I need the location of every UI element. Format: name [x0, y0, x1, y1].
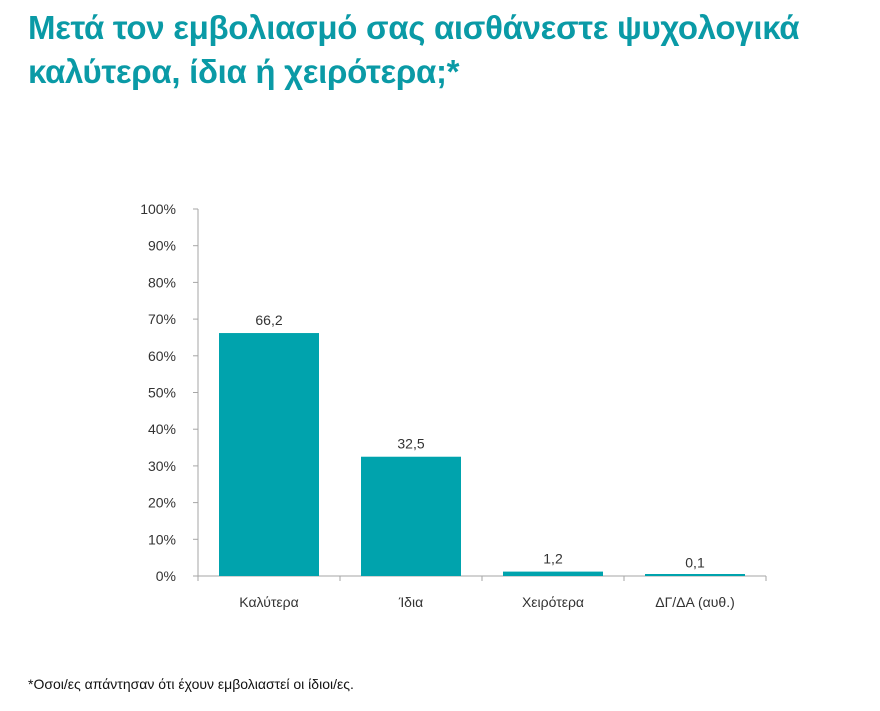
bar-0: [219, 333, 319, 576]
y-tick-label: 30%: [148, 458, 176, 474]
y-tick-label: 50%: [148, 385, 176, 401]
y-tick-label: 70%: [148, 311, 176, 327]
bar-3: [645, 574, 745, 576]
data-label: 32,5: [397, 436, 424, 452]
x-tick-label: Ίδια: [398, 594, 423, 610]
data-label: 1,2: [543, 551, 563, 567]
chart-title: Μετά τον εμβολιασμό σας αισθάνεστε ψυχολ…: [28, 9, 800, 90]
bar-2: [503, 571, 603, 576]
y-tick-label: 40%: [148, 421, 176, 437]
y-tick-label: 100%: [140, 201, 176, 217]
data-label: 66,2: [255, 312, 282, 328]
y-tick-label: 20%: [148, 495, 176, 511]
y-tick-label: 80%: [148, 274, 176, 290]
x-tick-label: Καλύτερα: [239, 594, 298, 610]
y-tick-label: 90%: [148, 238, 176, 254]
footnote: *Οσοι/ες απάντησαν ότι έχουν εμβολιαστεί…: [28, 676, 354, 692]
y-tick-label: 60%: [148, 348, 176, 364]
x-tick-label: Χειρότερα: [522, 594, 584, 610]
x-tick-label: ΔΓ/ΔΑ (αυθ.): [655, 594, 735, 610]
y-tick-label: 10%: [148, 531, 176, 547]
data-label: 0,1: [685, 555, 705, 571]
y-tick-label: 0%: [156, 568, 176, 584]
bar-1: [361, 456, 461, 576]
